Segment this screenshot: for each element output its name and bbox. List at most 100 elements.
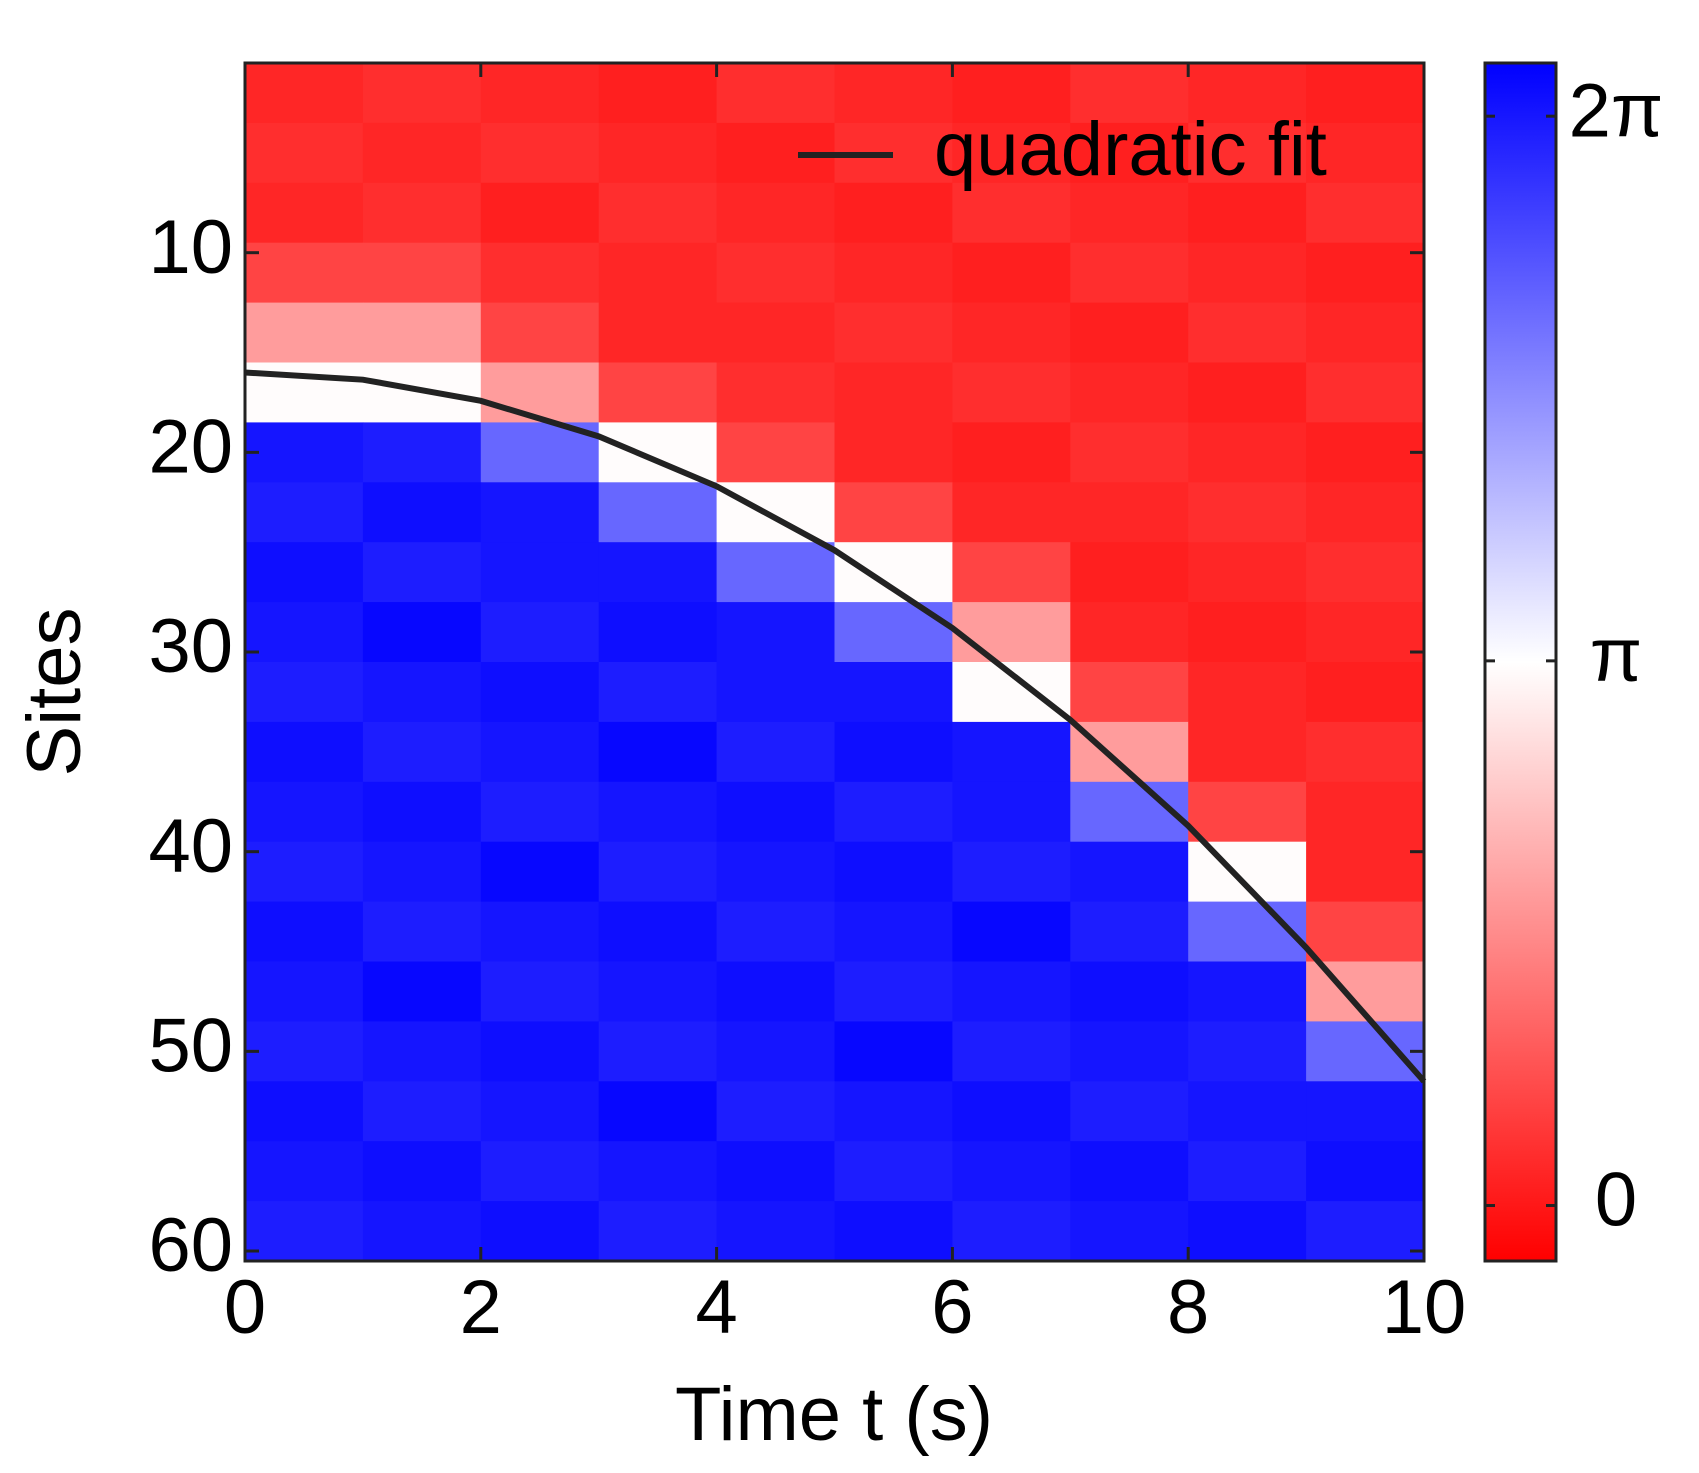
heatmap-cell: [480, 242, 600, 304]
heatmap-cell: [362, 901, 482, 962]
heatmap-cell: [1306, 63, 1425, 124]
heatmap: [245, 63, 1425, 1262]
heatmap-cell: [1306, 1021, 1425, 1082]
heatmap-cell: [834, 482, 953, 543]
heatmap-cell: [834, 302, 953, 363]
heatmap-cell: [1188, 721, 1307, 783]
heatmap-cell: [834, 1021, 953, 1082]
heatmap-cell: [952, 961, 1071, 1022]
heatmap-cell: [598, 781, 718, 843]
heatmap-cell: [1188, 1201, 1307, 1262]
heatmap-cell: [598, 542, 718, 603]
heatmap-cell: [480, 482, 600, 543]
heatmap-cell: [952, 122, 1071, 184]
heatmap-cell: [1306, 1201, 1425, 1262]
heatmap-cell: [245, 781, 364, 843]
heatmap-cell: [1188, 1141, 1307, 1202]
heatmap-cell: [952, 422, 1071, 483]
heatmap-cell: [245, 1141, 364, 1202]
heatmap-cell: [245, 422, 364, 483]
heatmap-cell: [716, 542, 835, 603]
heatmap-cell: [716, 302, 835, 363]
x-tick-label: 8: [1167, 1265, 1209, 1350]
y-tick-label: 20: [148, 404, 233, 489]
heatmap-cell: [245, 182, 364, 244]
heatmap-cell: [834, 961, 953, 1022]
heatmap-cell: [598, 1021, 718, 1082]
heatmap-cell: [362, 1081, 482, 1142]
heatmap-cell: [952, 542, 1071, 603]
heatmap-cell: [716, 1201, 835, 1262]
heatmap-cell: [1188, 482, 1307, 543]
heatmap-cell: [952, 1141, 1071, 1202]
colorbar-tick-label: π: [1590, 613, 1642, 698]
heatmap-cell: [1306, 242, 1425, 304]
heatmap-cell: [480, 63, 600, 124]
heatmap-cell: [245, 961, 364, 1022]
heatmap-cell: [245, 721, 364, 783]
heatmap-cell: [952, 482, 1071, 543]
heatmap-cell: [1070, 1201, 1189, 1262]
heatmap-cell: [362, 841, 482, 903]
heatmap-cell: [362, 1141, 482, 1202]
heatmap-cell: [952, 1081, 1071, 1142]
heatmap-cell: [952, 781, 1071, 843]
heatmap-cell: [716, 482, 835, 543]
heatmap-cell: [245, 1081, 364, 1142]
colorbar-tick-label: 0: [1595, 1158, 1637, 1243]
heatmap-cell: [952, 602, 1071, 663]
heatmap-cell: [480, 302, 600, 363]
heatmap-cell: [362, 602, 482, 663]
heatmap-cell: [834, 841, 953, 903]
heatmap-cell: [1070, 901, 1189, 962]
heatmap-cell: [1070, 182, 1189, 244]
heatmap-cell: [716, 901, 835, 962]
heatmap-cell: [362, 182, 482, 244]
heatmap-cell: [362, 781, 482, 843]
heatmap-cell: [952, 721, 1071, 783]
y-tick-label: 50: [148, 1003, 233, 1088]
heatmap-cell: [598, 841, 718, 903]
heatmap-cell: [362, 1201, 482, 1262]
heatmap-cell: [480, 362, 600, 423]
heatmap-cell: [362, 1021, 482, 1082]
heatmap-cell: [952, 182, 1071, 244]
heatmap-cell: [598, 901, 718, 962]
heatmap-cell: [1070, 542, 1189, 603]
heatmap-cell: [598, 662, 718, 723]
heatmap-cell: [716, 781, 835, 843]
heatmap-cell: [834, 781, 953, 843]
heatmap-cell: [834, 662, 953, 723]
heatmap-cell: [716, 841, 835, 903]
heatmap-cell: [1188, 302, 1307, 363]
heatmap-cell: [1070, 1021, 1189, 1082]
heatmap-cell: [598, 182, 718, 244]
heatmap-cell: [480, 721, 600, 783]
heatmap-cell: [834, 1141, 953, 1202]
heatmap-cell: [245, 662, 364, 723]
heatmap-cell: [362, 662, 482, 723]
x-tick-label: 0: [224, 1265, 266, 1350]
heatmap-cell: [1070, 242, 1189, 304]
heatmap-cell: [1306, 1141, 1425, 1202]
heatmap-cell: [245, 242, 364, 304]
heatmap-cell: [716, 362, 835, 423]
heatmap-cell: [834, 63, 953, 124]
heatmap-cell: [1306, 302, 1425, 363]
heatmap-cell: [716, 662, 835, 723]
heatmap-cell: [716, 1021, 835, 1082]
heatmap-cell: [834, 242, 953, 304]
heatmap-cell: [245, 602, 364, 663]
heatmap-cell: [1188, 781, 1307, 843]
legend-label: quadratic fit: [934, 107, 1327, 192]
heatmap-cell: [952, 302, 1071, 363]
colorbar-tick-label: 2π: [1569, 68, 1664, 153]
heatmap-cell: [245, 1201, 364, 1262]
heatmap-cell: [952, 841, 1071, 903]
heatmap-cell: [362, 242, 482, 304]
x-tick-label: 10: [1382, 1265, 1467, 1350]
heatmap-cell: [245, 122, 364, 184]
heatmap-cell: [598, 63, 718, 124]
heatmap-cell: [716, 1081, 835, 1142]
